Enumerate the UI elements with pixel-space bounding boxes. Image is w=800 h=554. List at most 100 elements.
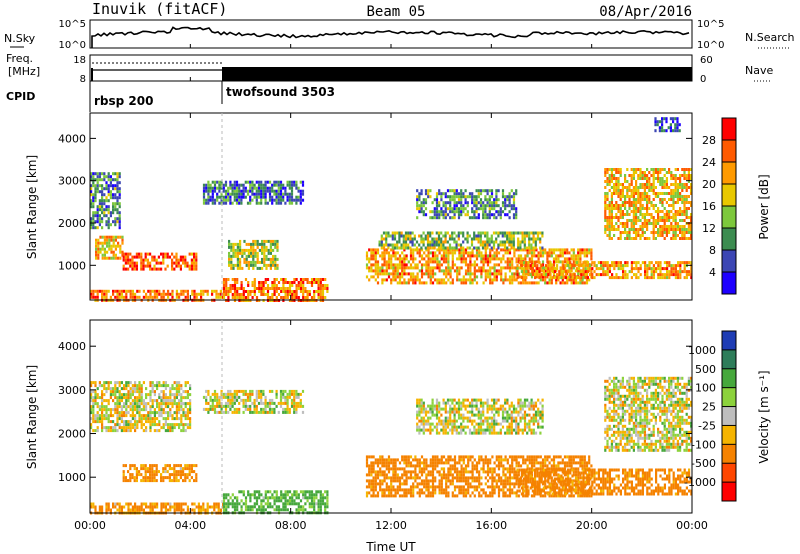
heatmap-cell (475, 204, 478, 208)
heatmap-cell (101, 396, 104, 400)
heatmap-cell (301, 189, 305, 193)
heatmap-cell (269, 266, 272, 270)
heatmap-cell (582, 276, 585, 280)
heatmap-cell (471, 251, 474, 255)
heatmap-cell (160, 252, 163, 256)
heatmap-cell (175, 473, 178, 477)
heatmap-cell (144, 479, 147, 483)
heatmap-cell (213, 180, 217, 184)
heatmap-cell (484, 231, 487, 235)
heatmap-cell (654, 195, 657, 198)
heatmap-cell (489, 254, 492, 258)
heatmap-cell (632, 216, 635, 219)
heatmap-cell (275, 180, 278, 184)
heatmap-cell (676, 222, 679, 225)
heatmap-cell (179, 258, 182, 262)
heatmap-cell (90, 505, 93, 509)
heatmap-cell (164, 508, 167, 512)
heatmap-cell (444, 240, 447, 244)
heatmap-cell (277, 281, 281, 284)
heatmap-cell (435, 216, 439, 220)
heatmap-cell (175, 292, 178, 296)
heatmap-cell (146, 467, 149, 471)
heatmap-cell (225, 502, 228, 506)
heatmap-cell (626, 222, 629, 225)
heatmap-cell (218, 410, 221, 414)
heatmap-cell (116, 420, 119, 424)
heatmap-cell (114, 295, 117, 299)
heatmap-cell (219, 289, 222, 293)
heatmap-cell (416, 266, 419, 270)
heatmap-cell (442, 248, 446, 252)
heatmap-cell (247, 260, 250, 264)
heatmap-cell (608, 207, 611, 210)
heatmap-cell (182, 426, 185, 430)
heatmap-cell (231, 395, 234, 399)
heatmap-cell (491, 257, 494, 261)
heatmap-cell (524, 272, 527, 276)
heatmap-cell (295, 183, 298, 187)
heatmap-cell (453, 269, 457, 273)
heatmap-cell (244, 278, 248, 281)
heatmap-cell (447, 257, 450, 261)
heatmap-cell (112, 202, 115, 206)
heatmap-cell (167, 508, 170, 512)
heatmap-cell (420, 240, 423, 244)
heatmap-cell (681, 210, 684, 213)
heatmap-cell (149, 429, 152, 433)
heatmap-cell (523, 240, 526, 244)
heatmap-cell (129, 405, 132, 409)
heatmap-cell (90, 396, 93, 400)
heatmap-cell (315, 281, 318, 284)
heatmap-cell (619, 204, 622, 207)
heatmap-cell (429, 195, 432, 199)
heatmap-cell (178, 387, 181, 391)
heatmap-cell (149, 502, 152, 506)
heatmap-cell (532, 240, 535, 244)
heatmap-cell (240, 192, 243, 196)
heatmap-cell (319, 493, 322, 497)
heatmap-cell (240, 201, 243, 205)
heatmap-cell (315, 496, 318, 500)
heatmap-cell (681, 186, 684, 189)
heatmap-cell (182, 479, 185, 483)
heatmap-cell (101, 226, 104, 230)
heatmap-cell (429, 240, 432, 244)
heatmap-cell (118, 423, 121, 427)
heatmap-cell (650, 273, 653, 277)
heatmap-cell (175, 408, 178, 412)
heatmap-cell (175, 261, 178, 265)
heatmap-cell (164, 387, 167, 391)
heatmap-cell (107, 402, 110, 406)
heatmap-cell (630, 261, 633, 265)
heatmap-cell (482, 204, 485, 208)
heatmap-cell (321, 296, 325, 299)
freq-unit-label: [MHz] (8, 65, 40, 78)
heatmap-cell (446, 213, 450, 217)
heatmap-cell (317, 290, 320, 293)
heatmap-cell (639, 237, 642, 240)
heatmap-cell (632, 207, 635, 210)
heatmap-cell (138, 384, 141, 388)
heatmap-cell (116, 408, 119, 412)
heatmap-cell (147, 505, 150, 509)
heatmap-cell (186, 402, 189, 406)
heatmap-cell (458, 272, 461, 276)
heatmap-cell (455, 195, 458, 199)
heatmap-cell (140, 384, 143, 388)
heatmap-cell (97, 247, 100, 251)
heatmap-cell (676, 198, 679, 201)
heatmap-cell (628, 174, 631, 177)
heatmap-cell (266, 505, 270, 509)
heatmap-cell (423, 281, 426, 285)
heatmap-cell (153, 417, 156, 421)
heatmap-cell (235, 201, 239, 205)
heatmap-cell (550, 281, 553, 285)
heatmap-cell (114, 396, 117, 400)
heatmap-cell (276, 257, 279, 261)
heatmap-cell (231, 410, 234, 414)
heatmap-cell (105, 381, 108, 385)
heatmap-cell (416, 251, 419, 255)
heatmap-cell (413, 237, 416, 241)
heatmap-cell (427, 260, 430, 264)
